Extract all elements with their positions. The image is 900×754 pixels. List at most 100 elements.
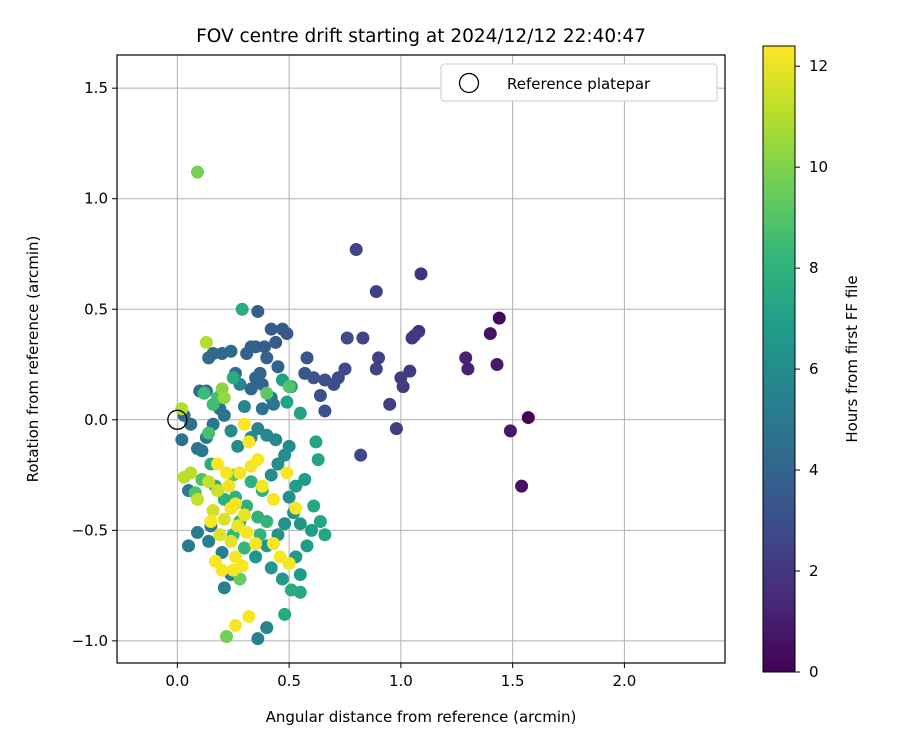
data-point <box>204 515 218 529</box>
data-point <box>282 380 296 394</box>
data-point <box>237 400 251 414</box>
x-tick-label: 0.0 <box>165 672 189 690</box>
data-point <box>266 492 280 506</box>
x-tick-label: 2.0 <box>612 672 636 690</box>
data-point <box>354 448 368 462</box>
legend-marker-open-circle-icon <box>458 72 480 94</box>
data-point <box>269 335 283 349</box>
data-point <box>282 557 296 571</box>
data-point <box>264 468 278 482</box>
data-point <box>414 267 428 281</box>
data-point <box>240 346 254 360</box>
data-point <box>237 508 251 522</box>
y-tick-label: −1.0 <box>72 632 108 650</box>
data-point <box>298 366 312 380</box>
data-point <box>289 501 303 515</box>
data-point <box>383 397 397 411</box>
data-point <box>318 373 332 387</box>
data-point <box>369 285 383 299</box>
data-point <box>224 501 238 515</box>
colorbar-gradient <box>762 45 796 673</box>
data-point <box>220 466 234 480</box>
data-point <box>217 581 231 595</box>
colorbar-tick-label: 4 <box>809 461 819 479</box>
colorbar-ticks: 0 2 4 6 8 10 12 <box>795 57 828 681</box>
data-point <box>244 475 258 489</box>
data-point <box>208 554 222 568</box>
data-point <box>293 406 307 420</box>
data-point <box>249 550 263 564</box>
data-point <box>349 243 363 257</box>
data-point <box>217 408 231 422</box>
data-point <box>309 435 323 449</box>
data-point <box>211 457 225 471</box>
data-point <box>190 526 204 540</box>
data-point <box>202 426 216 440</box>
data-point <box>260 386 274 400</box>
data-point <box>282 439 296 453</box>
y-tick-label: 0.0 <box>84 411 108 429</box>
data-point <box>175 402 189 416</box>
data-point <box>255 402 269 416</box>
data-point <box>240 526 254 540</box>
data-point <box>233 466 247 480</box>
y-tick-label: 0.5 <box>84 300 108 318</box>
data-point <box>300 539 314 553</box>
data-point <box>264 561 278 575</box>
plot-frame <box>116 54 726 664</box>
data-point <box>224 424 238 438</box>
legend-box <box>440 63 718 102</box>
data-point <box>269 433 283 447</box>
data-point <box>356 331 370 345</box>
data-point <box>275 322 289 336</box>
chart-title: FOV centre drift starting at 2024/12/12 … <box>196 26 646 47</box>
data-points <box>175 165 535 646</box>
x-axis-ticks: 0.0 0.5 1.0 1.5 2.0 <box>165 663 636 690</box>
data-point <box>260 621 274 635</box>
data-point <box>249 537 263 551</box>
data-point <box>228 618 242 632</box>
data-point <box>226 371 240 385</box>
data-point <box>280 395 294 409</box>
data-point <box>313 388 327 402</box>
legend-label: Reference platepar <box>507 75 651 93</box>
data-point <box>278 607 292 621</box>
data-point <box>228 550 242 564</box>
data-point <box>215 346 229 360</box>
data-point <box>260 351 274 365</box>
data-point <box>318 404 332 418</box>
data-point <box>251 453 265 467</box>
data-point <box>271 457 285 471</box>
data-point <box>304 523 318 537</box>
data-point <box>461 362 475 376</box>
colorbar-label: Hours from first FF file <box>843 275 861 442</box>
data-point <box>258 340 272 354</box>
x-tick-label: 1.5 <box>501 672 525 690</box>
y-tick-label: −0.5 <box>72 521 108 539</box>
x-tick-label: 0.5 <box>277 672 301 690</box>
data-point <box>175 433 189 447</box>
data-point <box>199 335 213 349</box>
colorbar-tick-label: 12 <box>809 57 828 75</box>
data-point <box>490 358 504 372</box>
data-point <box>260 515 274 529</box>
colorbar-tick-label: 6 <box>809 360 819 378</box>
data-point <box>251 632 265 646</box>
data-point <box>235 302 249 316</box>
data-point <box>242 435 256 449</box>
colorbar-tick-label: 0 <box>809 663 819 681</box>
data-point <box>237 417 251 431</box>
data-point <box>483 327 497 341</box>
data-point <box>273 550 287 564</box>
data-point <box>235 559 249 573</box>
data-point <box>202 475 216 489</box>
data-point <box>220 629 234 643</box>
data-point <box>372 351 386 365</box>
data-point <box>515 479 529 493</box>
data-point <box>340 331 354 345</box>
data-point <box>275 572 289 586</box>
data-point <box>289 479 303 493</box>
data-point <box>237 541 251 555</box>
